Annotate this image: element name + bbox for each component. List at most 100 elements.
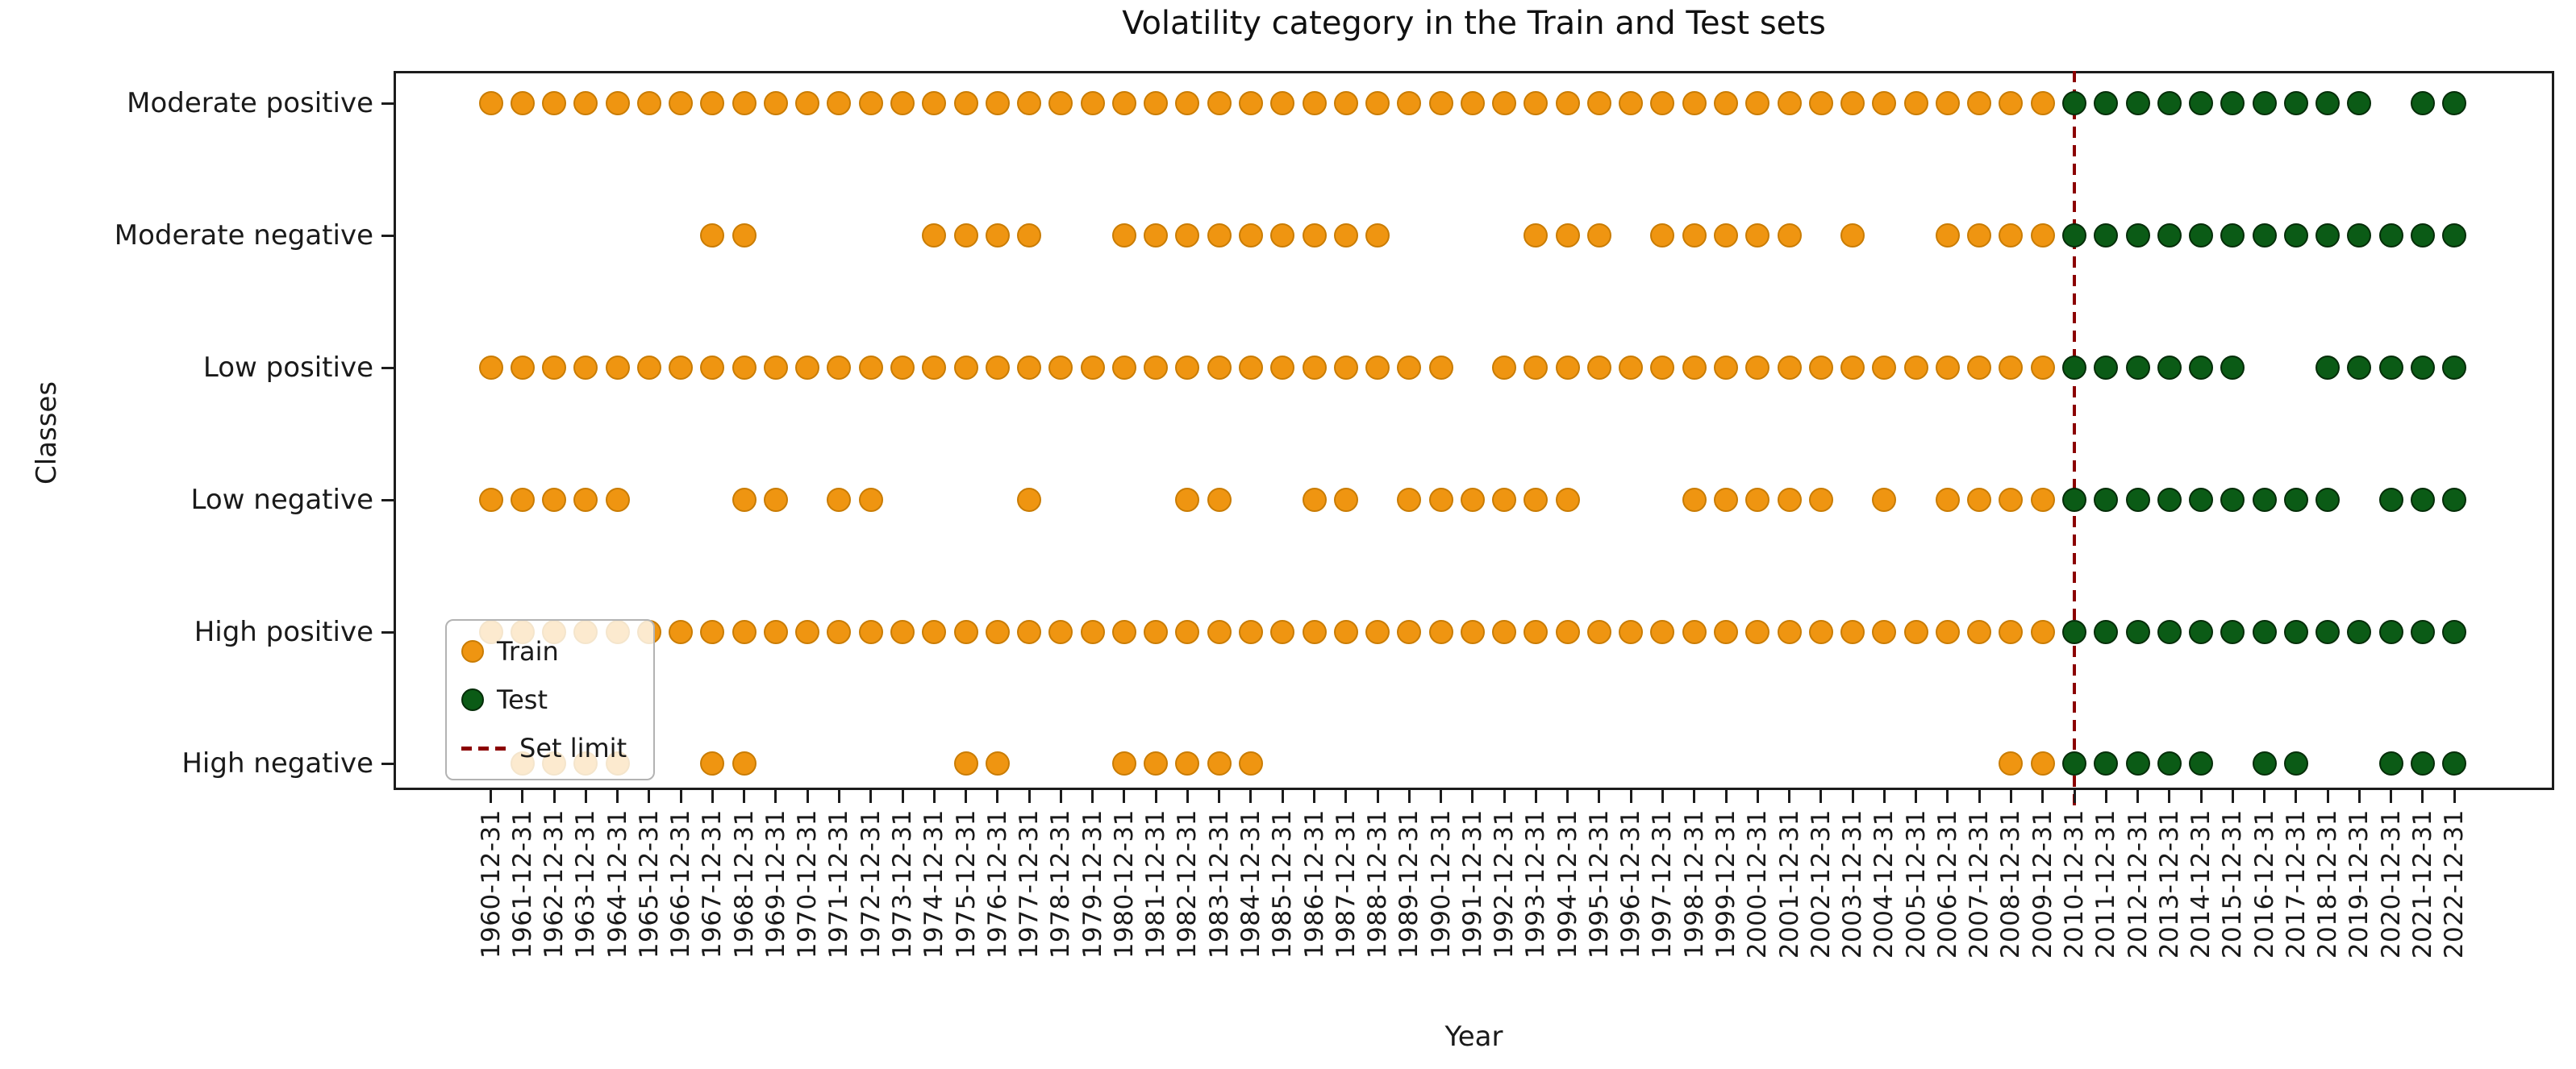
train-point xyxy=(1492,356,1517,380)
train-point xyxy=(732,620,757,644)
test-point xyxy=(2125,91,2150,115)
test-point xyxy=(2157,91,2182,115)
train-point xyxy=(2030,488,2055,512)
test-point xyxy=(2252,223,2277,247)
train-point xyxy=(1175,356,1200,380)
x-tick xyxy=(2263,790,2266,803)
train-point xyxy=(1586,356,1611,380)
train-point xyxy=(605,356,630,380)
train-point xyxy=(1714,223,1739,247)
train-point xyxy=(1111,91,1136,115)
legend-test-label: Test xyxy=(497,684,548,715)
train-point xyxy=(1555,620,1580,644)
train-point xyxy=(732,91,757,115)
x-tick-label: 1969-12-31 xyxy=(761,809,790,959)
train-point xyxy=(1238,751,1263,776)
x-tick xyxy=(1946,790,1949,803)
test-point xyxy=(2410,91,2435,115)
x-tick xyxy=(2199,790,2203,803)
test-point xyxy=(2157,620,2182,644)
train-point xyxy=(732,488,757,512)
test-point xyxy=(2094,488,2119,512)
train-point xyxy=(2030,620,2055,644)
train-point xyxy=(478,488,503,512)
test-point xyxy=(2442,488,2467,512)
train-point xyxy=(732,356,757,380)
x-tick xyxy=(1059,790,1062,803)
train-point xyxy=(1270,620,1295,644)
x-tick xyxy=(1724,790,1728,803)
train-point xyxy=(1808,488,1833,512)
x-tick-label: 1983-12-31 xyxy=(1204,809,1234,959)
train-point xyxy=(1333,488,1358,512)
test-point xyxy=(2283,620,2308,644)
x-tick xyxy=(1313,790,1316,803)
train-point xyxy=(953,223,978,247)
test-point xyxy=(2062,620,2086,644)
x-tick-label: 2022-12-31 xyxy=(2440,809,2470,959)
plot-area xyxy=(394,71,2554,790)
train-point xyxy=(636,356,661,380)
test-point xyxy=(2378,356,2403,380)
x-tick-label: 2002-12-31 xyxy=(1806,809,1836,959)
train-point xyxy=(1302,356,1327,380)
test-point xyxy=(2062,223,2086,247)
x-tick-label: 2010-12-31 xyxy=(2060,809,2089,959)
train-point xyxy=(669,356,694,380)
y-tick xyxy=(381,762,394,765)
train-point xyxy=(1365,91,1390,115)
train-point xyxy=(542,488,567,512)
train-point xyxy=(827,356,852,380)
train-point xyxy=(1555,488,1580,512)
train-point xyxy=(1333,356,1358,380)
train-point xyxy=(636,91,661,115)
train-point xyxy=(1017,91,1042,115)
x-tick-label: 1965-12-31 xyxy=(634,809,664,959)
train-marker-icon xyxy=(461,640,484,663)
y-category-label: Moderate negative xyxy=(114,219,373,252)
train-point xyxy=(1333,223,1358,247)
x-tick xyxy=(1882,790,1886,803)
test-point xyxy=(2157,488,2182,512)
x-tick xyxy=(1154,790,1157,803)
train-point xyxy=(1999,223,2024,247)
test-point xyxy=(2410,488,2435,512)
train-point xyxy=(1903,620,1928,644)
train-point xyxy=(1555,356,1580,380)
train-point xyxy=(1999,356,2024,380)
test-point xyxy=(2442,223,2467,247)
y-tick xyxy=(381,366,394,369)
train-point xyxy=(1207,620,1232,644)
x-tick xyxy=(1091,790,1094,803)
train-point xyxy=(890,356,915,380)
train-point xyxy=(1872,356,1897,380)
train-point xyxy=(1397,620,1422,644)
train-point xyxy=(1524,356,1549,380)
train-point xyxy=(1048,620,1073,644)
train-point xyxy=(542,356,567,380)
y-tick xyxy=(381,234,394,237)
x-tick xyxy=(1123,790,1126,803)
y-tick xyxy=(381,498,394,501)
train-point xyxy=(1840,620,1865,644)
train-point xyxy=(1935,488,1960,512)
x-tick-label: 1995-12-31 xyxy=(1584,809,1614,959)
x-tick-label: 2005-12-31 xyxy=(1901,809,1931,959)
train-point xyxy=(858,620,883,644)
train-point xyxy=(510,488,535,512)
train-point xyxy=(1048,91,1073,115)
x-tick xyxy=(2231,790,2234,803)
x-tick-label: 1968-12-31 xyxy=(729,809,759,959)
test-point xyxy=(2157,751,2182,776)
train-point xyxy=(985,91,1010,115)
train-point xyxy=(985,751,1010,776)
legend-set-limit-label: Set limit xyxy=(519,733,627,763)
train-point xyxy=(1714,356,1739,380)
x-tick-label: 1964-12-31 xyxy=(602,809,632,959)
x-tick-label: 2012-12-31 xyxy=(2123,809,2153,959)
x-tick-label: 1978-12-31 xyxy=(1046,809,1076,959)
x-tick-label: 1961-12-31 xyxy=(507,809,537,959)
x-tick-label: 1994-12-31 xyxy=(1553,809,1582,959)
train-point xyxy=(1238,223,1263,247)
test-point xyxy=(2094,620,2119,644)
